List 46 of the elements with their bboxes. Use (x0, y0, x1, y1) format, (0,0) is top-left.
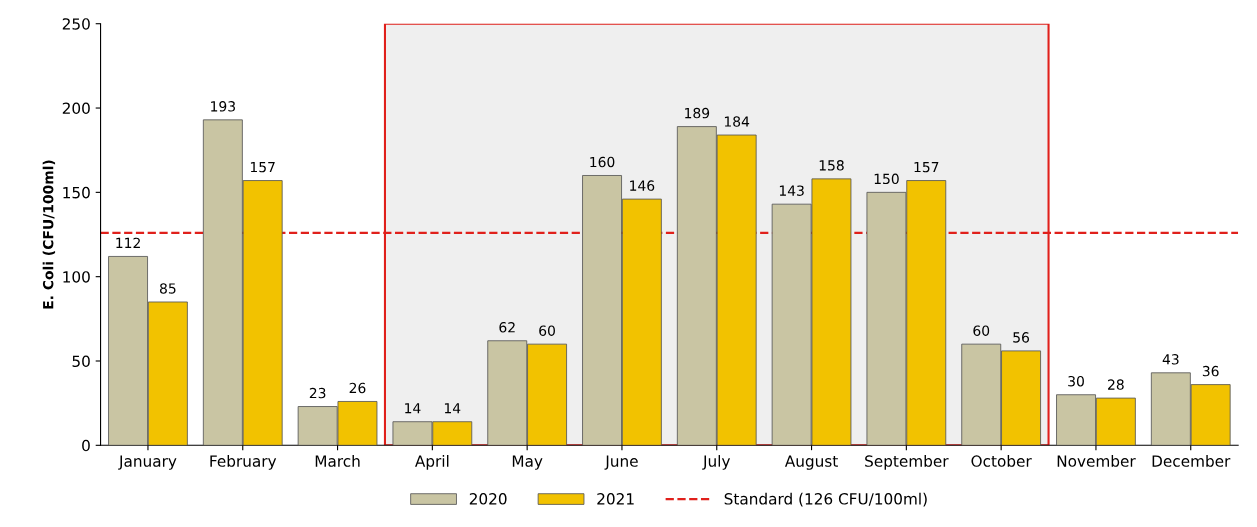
data-label: 143 (779, 185, 804, 196)
x-tick-label: February (210, 455, 277, 470)
data-label: 26 (349, 382, 366, 394)
data-label: 146 (630, 180, 655, 191)
y-axis-title: E. Coli (CFU/100ml) (42, 160, 56, 309)
x-tick-label: November (1057, 455, 1136, 467)
legend-label: 2020 (469, 493, 507, 505)
y-tick-label: 250 (62, 18, 90, 30)
data-label: 184 (724, 116, 750, 127)
data-label: 28 (1108, 379, 1124, 390)
y-tick-label: 0 (82, 439, 90, 452)
x-tick-label: March (315, 455, 360, 467)
data-label: 189 (685, 107, 710, 119)
x-tick-label: April (415, 455, 449, 470)
data-label: 30 (1068, 375, 1084, 387)
legend-label: Standard (126 CFU/100ml) (724, 492, 927, 507)
x-tick-label: October (971, 455, 1032, 467)
y-tick-label: 100 (63, 271, 90, 283)
y-tick-label: 200 (62, 102, 90, 115)
data-label: 36 (1202, 365, 1219, 377)
data-label: 43 (1162, 354, 1179, 365)
data-label: 14 (444, 403, 461, 414)
y-tick-label: 50 (72, 355, 90, 368)
x-tick-label: September (865, 455, 949, 470)
data-label: 23 (309, 387, 326, 399)
x-tick-label: December (1152, 455, 1231, 467)
data-label: 160 (590, 156, 615, 168)
x-tick-label: August (784, 455, 838, 470)
x-tick-label: January (118, 455, 177, 470)
data-label: 60 (973, 325, 990, 336)
data-label: 112 (116, 237, 140, 248)
data-label: 158 (819, 160, 844, 171)
data-label: 193 (211, 101, 235, 112)
data-label: 157 (914, 161, 939, 173)
x-tick-label: June (604, 455, 638, 470)
data-label: 56 (1013, 332, 1030, 343)
x-tick-label: May (512, 455, 543, 470)
data-label: 157 (250, 161, 275, 173)
data-label: 62 (499, 322, 515, 333)
data-label: 85 (159, 283, 176, 294)
data-label: 14 (405, 403, 421, 414)
legend-label: 2021 (597, 493, 634, 505)
data-label: 60 (539, 325, 555, 336)
y-tick-label: 150 (63, 186, 90, 199)
data-label: 150 (874, 173, 899, 185)
x-tick-label: July (702, 455, 731, 470)
